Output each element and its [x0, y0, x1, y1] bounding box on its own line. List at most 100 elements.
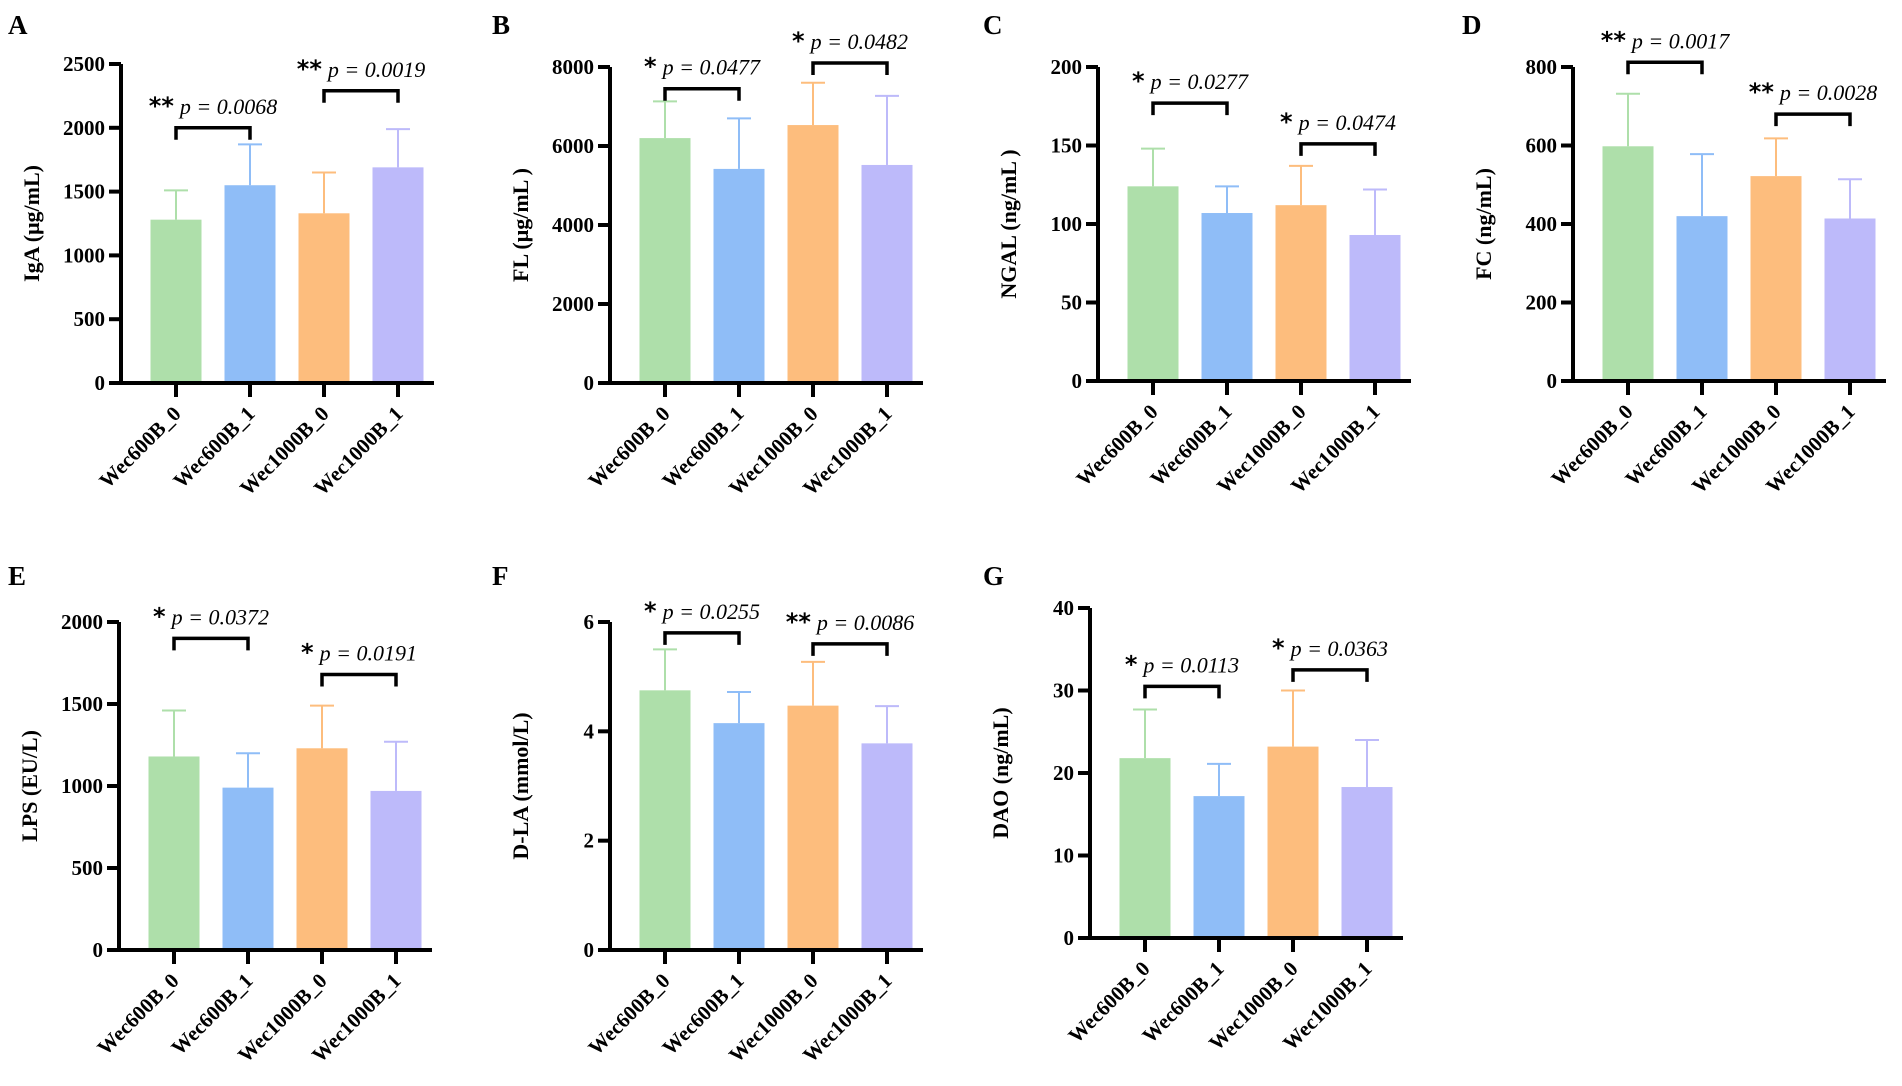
- significance-stars: *: [1132, 67, 1145, 95]
- significance-bracket: [811, 642, 889, 656]
- bar-wec600b-0: [1127, 186, 1179, 381]
- bar-wec1000b-1: [861, 743, 913, 950]
- significance-label: ** p = 0.0019: [297, 55, 425, 83]
- significance-stars: *: [301, 638, 314, 666]
- y-tick-label: 800: [1526, 55, 1558, 79]
- bar-wec1000b-0: [1267, 746, 1319, 938]
- significance-bracket: [663, 631, 741, 645]
- significance-label: * p = 0.0191: [301, 638, 417, 666]
- p-value: p = 0.0363: [1289, 636, 1388, 661]
- significance-stars: **: [297, 55, 323, 83]
- significance-bracket: [322, 89, 400, 103]
- y-tick-label: 400: [1526, 212, 1558, 236]
- p-value: p = 0.0277: [1149, 69, 1249, 94]
- significance-stars: *: [792, 27, 805, 55]
- significance-stars: *: [1272, 634, 1285, 662]
- bar-wec600b-1: [713, 723, 765, 950]
- significance-stars: *: [1280, 108, 1293, 136]
- y-tick-label: 2: [584, 829, 595, 853]
- y-tick-label: 6000: [552, 134, 594, 158]
- chart-panel-b: B02000400060008000Wec600B_0Wec600B_1Wec1…: [492, 10, 923, 500]
- bar-wec600b-0: [639, 138, 691, 383]
- significance-label: * p = 0.0482: [792, 27, 908, 55]
- chart-panel-f: F0246Wec600B_0Wec600B_1Wec1000B_0Wec1000…: [492, 561, 923, 1067]
- y-tick-label: 200: [1526, 291, 1558, 315]
- significance-bracket: [320, 672, 398, 687]
- chart-panel-e: E0500100015002000Wec600B_0Wec600B_1Wec10…: [8, 561, 432, 1067]
- bar-wec600b-0: [150, 219, 202, 383]
- significance-stars: *: [644, 53, 657, 81]
- significance-label: * p = 0.0372: [153, 602, 269, 630]
- significance-label: * p = 0.0255: [644, 597, 760, 625]
- significance-label: ** p = 0.0028: [1749, 78, 1877, 106]
- significance-bracket: [663, 86, 741, 101]
- significance-label: * p = 0.0113: [1125, 650, 1239, 678]
- y-tick-label: 0: [95, 371, 106, 395]
- significance-stars: **: [1601, 26, 1627, 54]
- panel-label: A: [8, 10, 28, 40]
- panel-label: C: [983, 10, 1003, 40]
- significance-bracket: [1291, 668, 1369, 682]
- y-axis-label: LPS (EU/L): [17, 730, 42, 842]
- bar-wec1000b-0: [296, 748, 348, 950]
- y-tick-label: 0: [584, 938, 595, 962]
- significance-label: * p = 0.0474: [1280, 108, 1396, 136]
- bar-wec600b-0: [1602, 146, 1654, 381]
- significance-bracket: [811, 61, 889, 76]
- bar-wec600b-0: [639, 690, 691, 950]
- y-tick-label: 0: [1547, 369, 1558, 393]
- significance-label: ** p = 0.0086: [786, 608, 914, 636]
- significance-bracket: [1626, 60, 1704, 75]
- y-tick-label: 200: [1051, 55, 1083, 79]
- significance-stars: **: [149, 92, 175, 120]
- y-tick-label: 4: [584, 719, 595, 743]
- p-value: p = 0.0482: [809, 29, 908, 54]
- panel-label: F: [492, 561, 509, 591]
- p-value: p = 0.0477: [661, 55, 761, 80]
- significance-stars: *: [1125, 650, 1138, 678]
- bar-wec1000b-0: [1275, 205, 1327, 381]
- y-tick-label: 600: [1526, 134, 1558, 158]
- p-value: p = 0.0372: [170, 604, 269, 629]
- y-tick-label: 0: [93, 938, 104, 962]
- bar-wec1000b-1: [861, 164, 913, 383]
- p-value: p = 0.0191: [318, 640, 417, 665]
- significance-bracket: [1151, 101, 1229, 116]
- bar-wec600b-1: [1676, 216, 1728, 381]
- y-tick-label: 100: [1051, 212, 1083, 236]
- y-axis-label: FL (μg/mL ): [508, 168, 533, 282]
- y-axis-label: NGAL (ng/mL ): [996, 149, 1021, 298]
- bar-wec600b-1: [1201, 213, 1253, 381]
- significance-stars: *: [644, 597, 657, 625]
- bar-wec600b-1: [1193, 796, 1245, 938]
- panel-label: E: [8, 561, 26, 591]
- bar-wec1000b-1: [1824, 218, 1876, 381]
- y-axis-label: FC (ng/mL): [1471, 168, 1496, 280]
- panel-label: D: [1462, 10, 1482, 40]
- p-value: p = 0.0017: [1630, 28, 1730, 53]
- significance-stars: *: [153, 602, 166, 630]
- bar-wec1000b-0: [1750, 176, 1802, 381]
- y-axis-label: DAO (ng/mL): [988, 707, 1013, 838]
- chart-panel-g: G010203040Wec600B_0Wec600B_1Wec1000B_0We…: [983, 561, 1403, 1055]
- significance-bracket: [1774, 112, 1852, 127]
- y-tick-label: 0: [584, 371, 595, 395]
- bar-wec1000b-0: [787, 705, 839, 950]
- significance-label: ** p = 0.0068: [149, 92, 277, 120]
- y-tick-label: 8000: [552, 55, 594, 79]
- y-tick-label: 20: [1053, 761, 1074, 785]
- y-tick-label: 2000: [63, 116, 105, 140]
- panel-label: B: [492, 10, 510, 40]
- y-tick-label: 0: [1072, 369, 1083, 393]
- significance-label: * p = 0.0277: [1132, 67, 1249, 95]
- bar-wec1000b-1: [370, 790, 422, 950]
- y-tick-label: 2000: [61, 610, 103, 634]
- p-value: p = 0.0019: [326, 57, 425, 82]
- chart-panel-a: A05001000150020002500Wec600B_0Wec600B_1W…: [8, 10, 434, 500]
- p-value: p = 0.0113: [1141, 652, 1239, 677]
- significance-bracket: [174, 126, 252, 140]
- y-tick-label: 2500: [63, 52, 105, 76]
- significance-bracket: [1299, 142, 1377, 156]
- y-tick-label: 6: [584, 610, 595, 634]
- p-value: p = 0.0474: [1297, 110, 1396, 135]
